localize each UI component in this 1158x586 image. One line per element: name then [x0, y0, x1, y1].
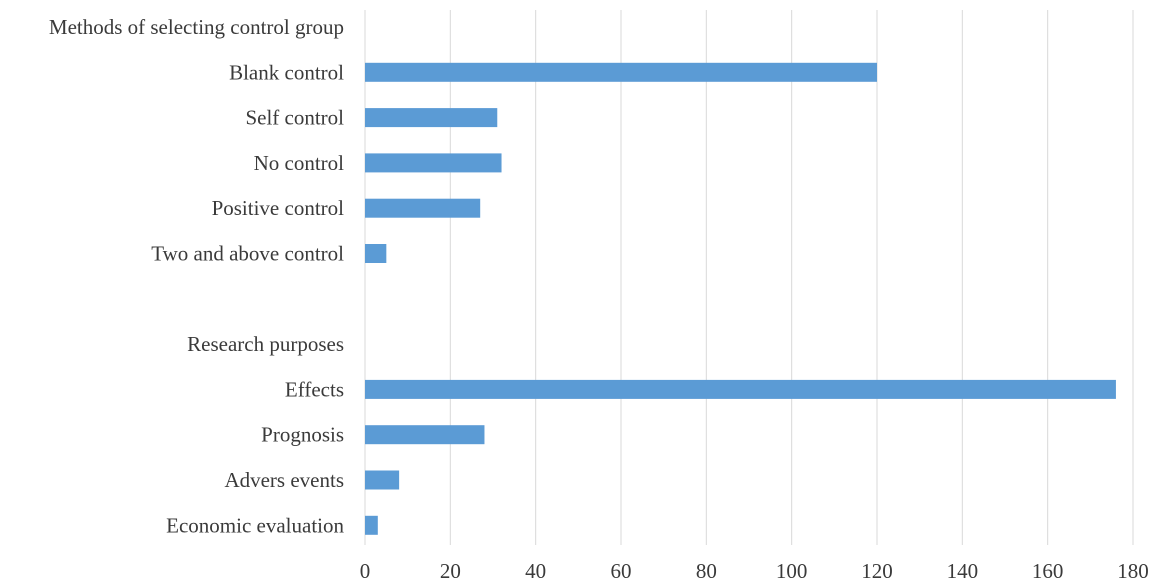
- x-tick-label: 100: [776, 559, 808, 583]
- x-tick-label: 160: [1032, 559, 1064, 583]
- grid-lines: [364, 10, 1134, 545]
- category-label: Economic evaluation: [166, 513, 344, 537]
- bars: [365, 62, 1116, 535]
- x-tick-label: 120: [861, 559, 893, 583]
- x-tick-label: 60: [611, 559, 632, 583]
- category-label: Advers events: [224, 468, 344, 492]
- x-tick-label: 140: [947, 559, 979, 583]
- bar: [365, 379, 1116, 399]
- category-label: Methods of selecting control group: [49, 15, 344, 39]
- x-tick-label: 20: [440, 559, 461, 583]
- category-label: Research purposes: [187, 332, 344, 356]
- bar: [365, 515, 378, 535]
- bar: [365, 153, 502, 173]
- category-label: No control: [254, 151, 345, 175]
- category-label: Blank control: [229, 60, 344, 84]
- bar: [365, 244, 387, 263]
- bar: [365, 198, 481, 218]
- bar: [365, 108, 498, 128]
- category-label: Two and above control: [151, 242, 344, 266]
- bar: [365, 62, 877, 82]
- category-labels: Methods of selecting control group Blank …: [49, 15, 345, 537]
- x-tick-label: 0: [360, 559, 371, 583]
- x-tick-label: 40: [525, 559, 546, 583]
- category-label: Self control: [245, 106, 344, 130]
- category-label: Positive control: [212, 196, 345, 220]
- x-tick-label: 180: [1117, 559, 1149, 583]
- bar: [365, 425, 485, 445]
- category-label: Effects: [285, 377, 344, 401]
- x-tick-label: 80: [696, 559, 717, 583]
- category-label: Prognosis: [261, 423, 344, 447]
- x-axis-tick-labels: 0 20 40 60 80 100 120 140 160 180: [360, 559, 1149, 583]
- bar: [365, 470, 400, 490]
